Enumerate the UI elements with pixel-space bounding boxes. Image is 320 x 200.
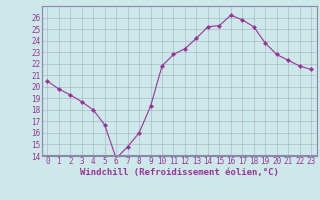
X-axis label: Windchill (Refroidissement éolien,°C): Windchill (Refroidissement éolien,°C) bbox=[80, 168, 279, 177]
